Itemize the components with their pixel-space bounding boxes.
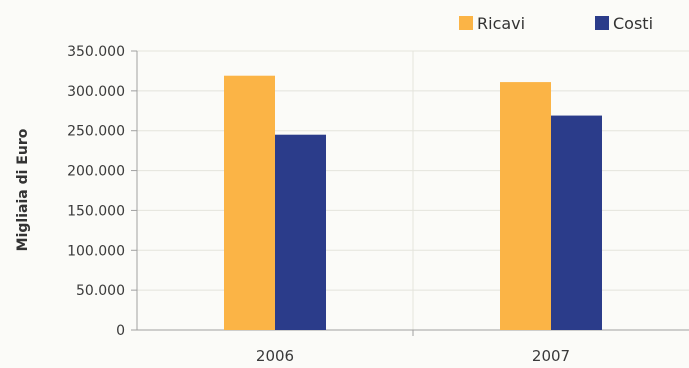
y-tick-label: 100.000 <box>67 243 125 259</box>
x-tick-label: 2007 <box>532 347 570 365</box>
legend-swatch-costi <box>595 16 609 30</box>
bar-ricavi-2007 <box>500 82 551 331</box>
legend-swatch-ricavi <box>459 16 473 30</box>
y-tick-label: 50.000 <box>76 283 125 299</box>
y-tick-label: 0 <box>116 323 125 339</box>
y-axis-label: Migliaia di Euro <box>15 128 31 251</box>
bar-ricavi-2006 <box>224 75 275 330</box>
legend-label-costi: Costi <box>613 14 653 33</box>
axes <box>131 50 689 336</box>
bars <box>224 75 602 331</box>
y-tick-label: 250.000 <box>67 124 125 140</box>
y-tick-label: 150.000 <box>67 203 125 219</box>
y-tick-label: 200.000 <box>67 164 125 180</box>
bar-costi-2007 <box>551 115 602 330</box>
tick-labels: 0 50.000 100.000 150.000 200.000 250.000 300.0… <box>67 44 570 365</box>
bar-costi-2006 <box>275 134 326 330</box>
legend: Ricavi Costi <box>459 14 653 33</box>
legend-label-ricavi: Ricavi <box>477 14 525 33</box>
y-tick-label: 300.000 <box>67 84 125 100</box>
grid-lines <box>137 50 689 330</box>
x-tick-label: 2006 <box>256 347 294 365</box>
y-tick-label: 350.000 <box>67 44 125 60</box>
